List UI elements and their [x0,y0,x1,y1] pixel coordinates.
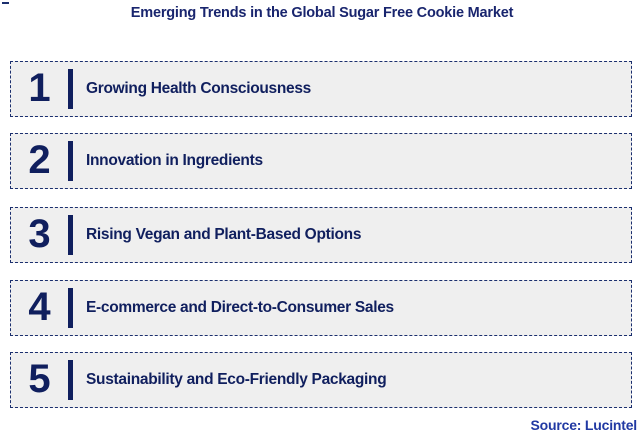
trend-number: 4 [28,285,51,329]
trend-label: E-commerce and Direct-to-Consumer Sales [86,299,394,316]
trend-label: Rising Vegan and Plant-Based Options [86,226,362,243]
divider-bar [68,215,73,255]
trend-label: Innovation in Ingredients [86,152,263,169]
divider-bar [68,360,73,400]
divider-bar [68,69,73,109]
source-credit: Source: Lucintel [530,417,638,433]
trend-number: 5 [28,357,51,401]
divider-bar [68,141,73,181]
trend-box-2: 2 Innovation in Ingredients [10,133,632,189]
trend-box-1: 1 Growing Health Consciousness [10,61,632,117]
divider-bar [68,288,73,328]
trend-box-3: 3 Rising Vegan and Plant-Based Options [10,207,632,263]
trend-number: 2 [28,138,51,182]
trend-number: 1 [28,66,51,110]
trend-label: Growing Health Consciousness [86,80,312,97]
trend-box-4: 4 E-commerce and Direct-to-Consumer Sale… [10,280,632,336]
trend-box-5: 5 Sustainability and Eco-Friendly Packag… [10,352,632,408]
page-title: Emerging Trends in the Global Sugar Free… [130,5,514,21]
left-border-fragment [2,2,9,4]
trend-label: Sustainability and Eco-Friendly Packagin… [86,371,387,388]
trend-number: 3 [28,212,51,256]
